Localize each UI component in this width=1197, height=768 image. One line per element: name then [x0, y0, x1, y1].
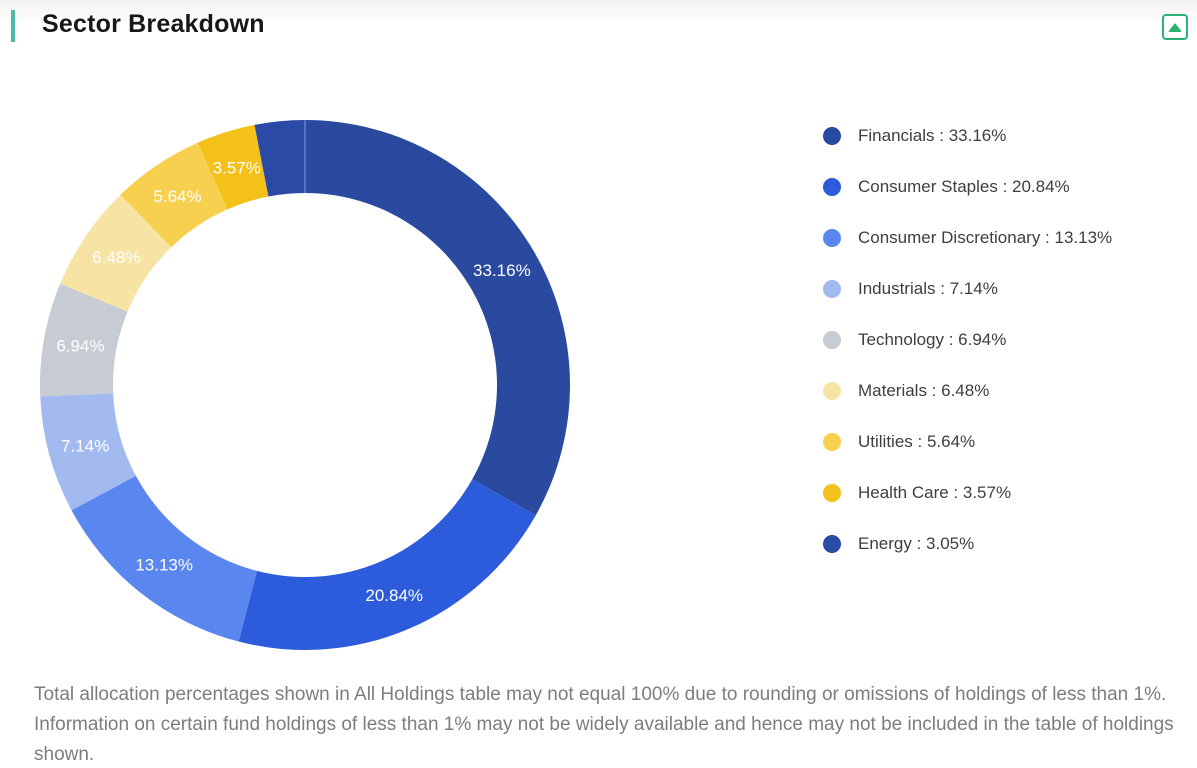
legend-swatch-circle [823, 483, 841, 502]
legend-item-label: Materials : 6.48% [858, 380, 990, 400]
donut-slice-materials[interactable] [60, 194, 172, 312]
donut-slice-industrials[interactable] [40, 393, 136, 511]
legend-item-technology[interactable]: Technology : 6.94% [823, 314, 1112, 365]
footnote-text: Total allocation percentages shown in Al… [34, 684, 1174, 765]
donut-chart: 33.16%20.84%13.13%7.14%6.94%6.48%5.64%3.… [40, 120, 570, 650]
legend-item-consumer-discretionary[interactable]: Consumer Discretionary : 13.13% [823, 212, 1112, 263]
page-title: Sector Breakdown [42, 10, 265, 38]
donut-slice-consumer-staples[interactable] [238, 479, 536, 650]
up-triangle-icon [1168, 22, 1182, 32]
legend-item-energy[interactable]: Energy : 3.05% [823, 518, 1112, 569]
legend-swatch-circle [823, 534, 841, 553]
legend-item-label: Energy : 3.05% [858, 533, 975, 553]
donut-slice-financials[interactable] [305, 120, 570, 516]
legend-item-industrials[interactable]: Industrials : 7.14% [823, 263, 1112, 314]
collapse-panel-button[interactable] [1162, 14, 1188, 40]
legend-item-label: Technology : 6.94% [858, 329, 1007, 349]
legend-item-label: Health Care : 3.57% [858, 482, 1012, 502]
donut-slice-consumer-discretionary[interactable] [71, 475, 257, 642]
legend-swatch-circle [823, 279, 841, 298]
legend-swatch-circle [823, 228, 841, 247]
donut-slice-energy[interactable] [254, 120, 305, 197]
legend-item-utilities[interactable]: Utilities : 5.64% [823, 416, 1112, 467]
chart-legend: Financials : 33.16% Consumer Staples : 2… [823, 110, 1112, 569]
panel-header: Sector Breakdown [0, 0, 1197, 56]
legend-item-label: Consumer Discretionary : 13.13% [858, 227, 1113, 247]
legend-item-financials[interactable]: Financials : 33.16% [823, 110, 1112, 161]
legend-item-label: Consumer Staples : 20.84% [858, 176, 1070, 196]
legend-item-label: Utilities : 5.64% [858, 431, 976, 451]
title-accent-bar [11, 10, 15, 42]
legend-item-health-care[interactable]: Health Care : 3.57% [823, 467, 1112, 518]
donut-slice-utilities[interactable] [120, 142, 228, 248]
legend-item-materials[interactable]: Materials : 6.48% [823, 365, 1112, 416]
legend-swatch-circle [823, 330, 841, 349]
legend-swatch-circle [823, 381, 841, 400]
donut-slice-health-care[interactable] [197, 124, 269, 210]
donut-slice-technology[interactable] [40, 283, 128, 397]
legend-item-label: Industrials : 7.14% [858, 278, 998, 298]
legend-item-label: Financials : 33.16% [858, 125, 1007, 145]
legend-item-consumer-staples[interactable]: Consumer Staples : 20.84% [823, 161, 1112, 212]
legend-swatch-circle [823, 126, 841, 145]
legend-swatch-circle [823, 432, 841, 451]
legend-swatch-circle [823, 177, 841, 196]
